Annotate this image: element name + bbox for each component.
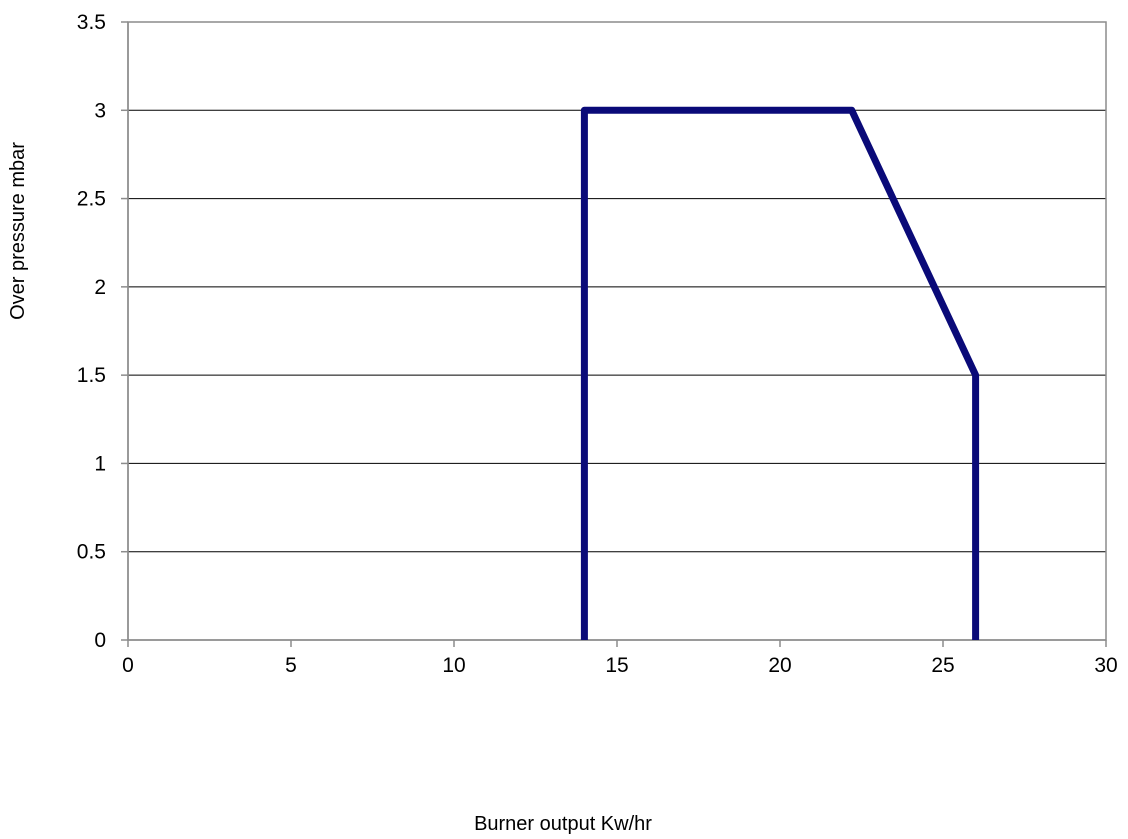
plot-area-frame <box>127 21 1107 641</box>
y-tick-label: 0.5 <box>77 541 106 564</box>
axes <box>121 21 1107 647</box>
y-axis-title: Over pressure mbar <box>7 142 29 320</box>
tick-labels: 0 0.5 1 1.5 2 2.5 3 3.5 0 5 10 15 20 25 30 <box>77 11 1118 677</box>
x-axis-title: Burner output Kw/hr <box>474 813 652 835</box>
x-tick-label: 20 <box>768 654 791 677</box>
y-tick-label: 2.5 <box>77 188 106 211</box>
x-tick-label: 0 <box>122 654 134 677</box>
x-tick-label: 15 <box>605 654 628 677</box>
y-tick-label: 0 <box>94 629 106 652</box>
y-tick-label: 3 <box>94 99 106 122</box>
y-tick-label: 2 <box>94 276 106 299</box>
series-line <box>580 106 980 640</box>
y-tick-label: 1.5 <box>77 364 106 387</box>
series <box>580 106 980 640</box>
y-tick-label: 3.5 <box>77 11 106 34</box>
x-tick-label: 30 <box>1094 654 1117 677</box>
gridlines <box>128 21 1106 553</box>
x-tick-label: 25 <box>931 654 954 677</box>
x-tick-label: 10 <box>442 654 465 677</box>
y-tick-label: 1 <box>94 452 106 475</box>
x-tick-label: 5 <box>285 654 297 677</box>
